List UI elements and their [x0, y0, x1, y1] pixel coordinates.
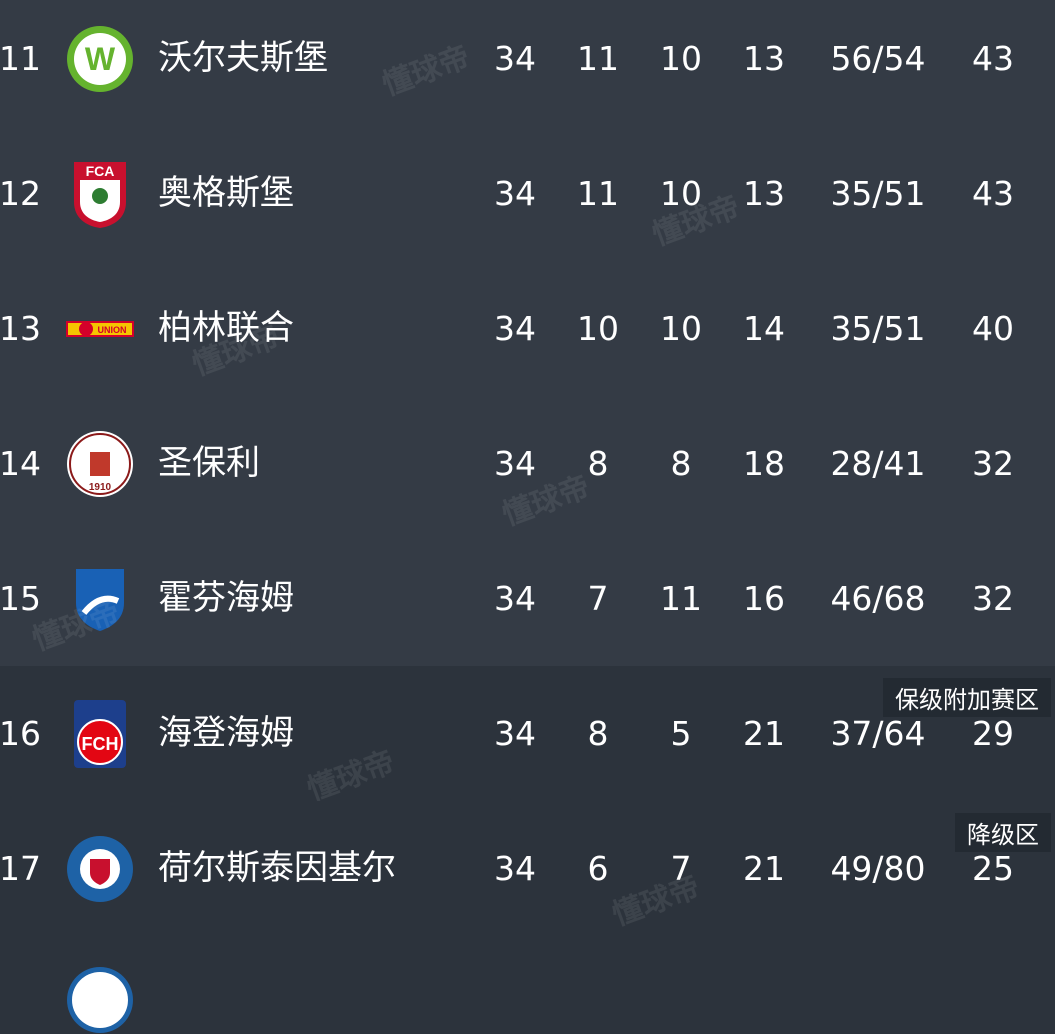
rank: 16: [0, 714, 41, 753]
team-name[interactable]: 沃尔夫斯堡: [158, 38, 328, 78]
watermark: 懂球帝: [302, 744, 400, 809]
team-crest-icon: [67, 967, 133, 1033]
lost: 21: [743, 714, 785, 753]
goals: 49/80: [830, 849, 926, 888]
won: 7: [587, 579, 609, 618]
drawn: 10: [660, 174, 702, 213]
rank: 11: [0, 39, 41, 78]
team-name[interactable]: 奥格斯堡: [158, 173, 294, 213]
svg-text:1910: 1910: [89, 482, 112, 493]
holstein-kiel-crest-icon: [67, 836, 133, 902]
watermark: 懂球帝: [377, 39, 475, 104]
points: 29: [972, 714, 1014, 753]
union-berlin-crest-icon: UNION: [66, 321, 134, 337]
svg-text:W: W: [85, 41, 116, 77]
goals: 37/64: [830, 714, 926, 753]
drawn: 11: [660, 579, 702, 618]
svg-text:FCA: FCA: [86, 163, 115, 179]
goals: 56/54: [830, 39, 926, 78]
zone-badge: 降级区: [955, 813, 1051, 852]
table-row[interactable]: 13 UNION 柏林联合 34 10 10 14 35/51 40 懂球帝: [0, 261, 1055, 397]
team-name[interactable]: 海登海姆: [158, 713, 294, 753]
table-row[interactable]: 12 FCA 奥格斯堡 34 11 10 13 35/51 43 懂球帝: [0, 126, 1055, 262]
won: 11: [577, 39, 619, 78]
points: 43: [972, 174, 1014, 213]
goals: 35/51: [830, 174, 926, 213]
lost: 14: [743, 309, 785, 348]
played: 34: [494, 849, 536, 888]
won: 11: [577, 174, 619, 213]
table-row[interactable]: 11 W 沃尔夫斯堡 34 11 10 13 56/54 43 懂球帝: [0, 0, 1055, 127]
played: 34: [494, 174, 536, 213]
goals: 46/68: [830, 579, 926, 618]
rank: 17: [0, 849, 41, 888]
lost: 21: [743, 849, 785, 888]
won: 8: [587, 714, 609, 753]
points: 25: [972, 849, 1014, 888]
table-row[interactable]: 17 荷尔斯泰因基尔 34 6 7 21 49/80 25 降级区 懂球帝: [0, 801, 1055, 936]
drawn: 5: [670, 714, 692, 753]
drawn: 8: [670, 444, 692, 483]
won: 10: [577, 309, 619, 348]
team-name[interactable]: 柏林联合: [158, 308, 294, 348]
rank: 12: [0, 174, 41, 213]
rank: 15: [0, 579, 41, 618]
points: 40: [972, 309, 1014, 348]
rank: 14: [0, 444, 41, 483]
st-pauli-crest-icon: 1910: [67, 431, 133, 497]
hoffenheim-crest-icon: [76, 569, 124, 631]
played: 34: [494, 714, 536, 753]
drawn: 7: [670, 849, 692, 888]
team-name[interactable]: 荷尔斯泰因基尔: [158, 848, 396, 888]
drawn: 10: [660, 309, 702, 348]
lost: 13: [743, 39, 785, 78]
played: 34: [494, 444, 536, 483]
team-name[interactable]: 圣保利: [158, 443, 260, 483]
won: 6: [587, 849, 609, 888]
augsburg-crest-icon: FCA: [74, 162, 126, 228]
lost: 13: [743, 174, 785, 213]
won: 8: [587, 444, 609, 483]
zone-badge: 保级附加赛区: [883, 678, 1051, 717]
drawn: 10: [660, 39, 702, 78]
table-row[interactable]: 15 霍芬海姆 34 7 11 16 46/68 32 懂球帝: [0, 531, 1055, 667]
rank: 13: [0, 309, 41, 348]
points: 32: [972, 444, 1014, 483]
table-row[interactable]: 16 FCH 海登海姆 34 8 5 21 37/64 29 保级附加赛区 懂球…: [0, 666, 1055, 808]
points: 32: [972, 579, 1014, 618]
team-name[interactable]: 霍芬海姆: [158, 578, 294, 618]
lost: 16: [743, 579, 785, 618]
lost: 18: [743, 444, 785, 483]
svg-text:FCH: FCH: [82, 734, 119, 754]
goals: 28/41: [830, 444, 926, 483]
played: 34: [494, 39, 536, 78]
played: 34: [494, 579, 536, 618]
heidenheim-crest-icon: FCH: [74, 700, 126, 768]
wolfsburg-crest-icon: W: [67, 26, 133, 92]
goals: 35/51: [830, 309, 926, 348]
played: 34: [494, 309, 536, 348]
svg-text:UNION: UNION: [98, 325, 127, 335]
table-row[interactable]: 14 1910 圣保利 34 8 8 18 28/41 32 懂球帝: [0, 396, 1055, 533]
points: 43: [972, 39, 1014, 78]
